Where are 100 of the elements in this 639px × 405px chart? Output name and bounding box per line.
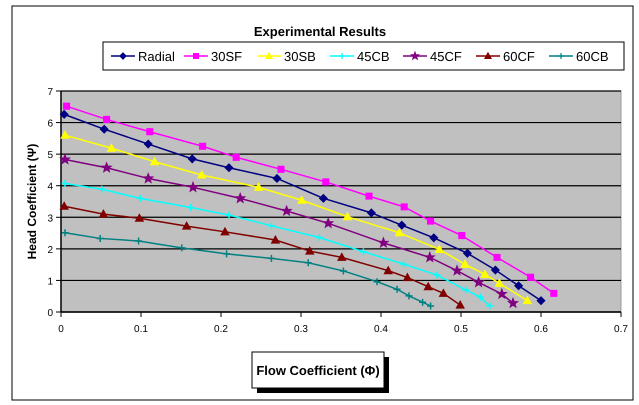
point bbox=[102, 162, 112, 172]
point bbox=[343, 212, 352, 220]
point bbox=[399, 260, 408, 268]
point bbox=[523, 296, 532, 304]
point bbox=[99, 210, 108, 218]
point bbox=[398, 220, 406, 230]
x-tick-label: 0.1 bbox=[134, 324, 148, 335]
point bbox=[100, 124, 108, 134]
y-tick-label: 7 bbox=[47, 87, 54, 98]
point bbox=[199, 142, 206, 150]
y-tick-label: 2 bbox=[47, 244, 54, 256]
legend-label: 30SB bbox=[284, 49, 316, 64]
point bbox=[404, 292, 414, 300]
point bbox=[550, 290, 558, 297]
point bbox=[107, 144, 116, 152]
point bbox=[96, 234, 104, 243]
point bbox=[267, 254, 276, 263]
point bbox=[460, 260, 470, 268]
point bbox=[198, 170, 206, 179]
point bbox=[224, 210, 234, 220]
point bbox=[367, 208, 376, 218]
point bbox=[418, 298, 427, 306]
point bbox=[452, 266, 462, 275]
point bbox=[378, 238, 388, 248]
point bbox=[319, 194, 328, 203]
point bbox=[392, 285, 402, 294]
x-axis-title: Flow Coefficient (Φ) bbox=[256, 363, 380, 378]
point bbox=[272, 174, 282, 183]
y-tick-label: 3 bbox=[47, 213, 54, 224]
point bbox=[435, 245, 444, 254]
point bbox=[60, 130, 70, 139]
point bbox=[188, 154, 196, 164]
y-tick-label: 4 bbox=[47, 182, 54, 193]
point bbox=[463, 249, 472, 258]
point bbox=[323, 218, 333, 228]
y-tick-label: 1 bbox=[47, 276, 54, 288]
point bbox=[232, 154, 240, 161]
point bbox=[339, 266, 348, 276]
x-tick-label: 0.3 bbox=[294, 324, 308, 335]
point bbox=[359, 247, 368, 256]
point bbox=[432, 270, 442, 280]
point bbox=[384, 266, 392, 274]
point bbox=[306, 246, 314, 255]
point bbox=[495, 279, 504, 287]
y-tick-label: 6 bbox=[47, 118, 54, 130]
point bbox=[315, 233, 324, 242]
y-tick-label: 5 bbox=[47, 150, 54, 162]
chart-title: Experimental Results bbox=[254, 24, 386, 39]
point bbox=[480, 270, 490, 278]
point bbox=[267, 222, 276, 230]
x-tick-label: 0.6 bbox=[534, 324, 548, 335]
y-axis-title: Head Coefficient (Ψ) bbox=[25, 144, 39, 260]
point bbox=[63, 102, 70, 110]
point bbox=[425, 252, 435, 262]
point bbox=[222, 250, 231, 258]
point bbox=[182, 222, 191, 230]
point bbox=[304, 258, 312, 267]
point bbox=[150, 157, 159, 166]
point bbox=[403, 273, 412, 282]
point bbox=[134, 236, 143, 246]
point bbox=[220, 228, 230, 236]
point bbox=[456, 300, 464, 309]
legend-label: Radial bbox=[138, 49, 175, 64]
x-tick-label: 0.5 bbox=[454, 324, 468, 335]
point bbox=[427, 218, 434, 225]
x-tick-label: 0.2 bbox=[214, 324, 228, 335]
point bbox=[493, 254, 501, 261]
point bbox=[143, 174, 153, 183]
x-tick-label: 0.4 bbox=[374, 324, 388, 335]
point bbox=[282, 206, 292, 216]
point bbox=[491, 266, 500, 274]
point bbox=[338, 253, 346, 261]
point bbox=[497, 289, 507, 298]
point bbox=[476, 292, 484, 302]
point bbox=[277, 166, 285, 173]
point bbox=[430, 234, 438, 242]
point bbox=[514, 282, 523, 290]
point bbox=[136, 194, 144, 203]
legend-label: 45CB bbox=[357, 49, 390, 64]
point bbox=[103, 116, 110, 123]
legend-label: 60CF bbox=[503, 49, 535, 64]
point bbox=[400, 203, 408, 210]
point bbox=[395, 228, 404, 236]
legend-label: 30SF bbox=[211, 49, 242, 64]
point bbox=[462, 286, 470, 294]
point bbox=[188, 182, 198, 192]
x-tick-label: 0.7 bbox=[614, 324, 628, 335]
point bbox=[254, 183, 263, 191]
point bbox=[98, 184, 106, 194]
point bbox=[458, 232, 466, 240]
point bbox=[178, 244, 186, 252]
point bbox=[271, 236, 280, 244]
y-tick-label: 0 bbox=[47, 308, 54, 319]
point bbox=[424, 282, 432, 290]
point bbox=[60, 110, 68, 119]
point bbox=[536, 296, 546, 305]
point bbox=[186, 203, 195, 212]
point bbox=[298, 196, 306, 204]
point bbox=[60, 154, 70, 164]
point bbox=[322, 178, 330, 186]
